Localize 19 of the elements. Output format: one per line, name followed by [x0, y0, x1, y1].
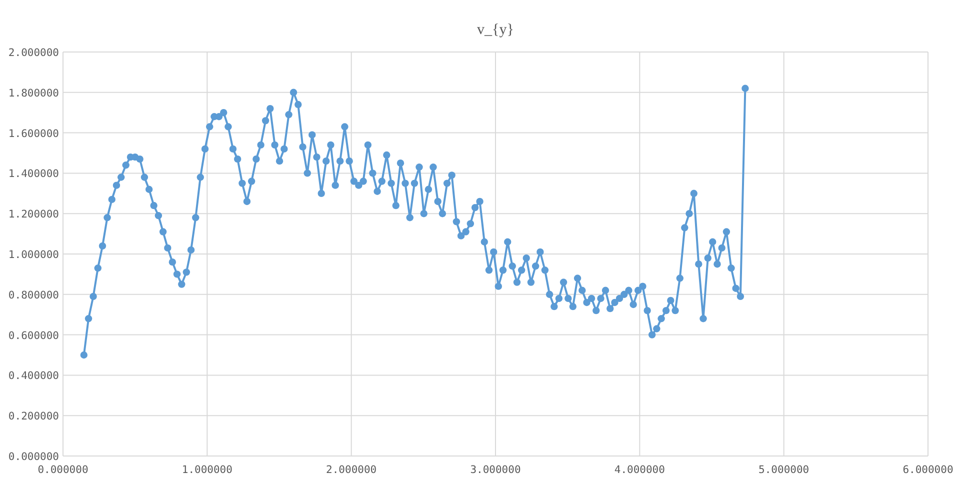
y-tick-label: 1.600000: [8, 128, 59, 140]
y-tick-label: 0.200000: [8, 410, 59, 423]
y-tick-label: 1.200000: [8, 208, 59, 221]
x-tick-label: 0.000000: [38, 464, 88, 476]
y-tick-label: 1.400000: [8, 168, 59, 180]
y-tick-label: 1.000000: [8, 249, 59, 261]
y-tick-label: 2.000000: [8, 47, 59, 59]
x-tick-label: 6.000000: [902, 464, 954, 476]
y-tick-label: 0.400000: [8, 370, 59, 382]
y-tick-label: 0.000000: [8, 451, 59, 463]
x-tick-label: 4.000000: [614, 464, 665, 476]
chart-title: v_{y}: [477, 22, 514, 38]
y-tick-label: 0.800000: [8, 289, 59, 302]
y-tick-label: 0.600000: [8, 330, 59, 342]
y-tick-label: 1.800000: [8, 87, 59, 100]
x-tick-label: 1.000000: [182, 464, 232, 476]
x-tick-label: 3.000000: [470, 464, 521, 476]
x-tick-label: 2.000000: [326, 464, 377, 476]
x-tick-label: 5.000000: [758, 464, 810, 476]
